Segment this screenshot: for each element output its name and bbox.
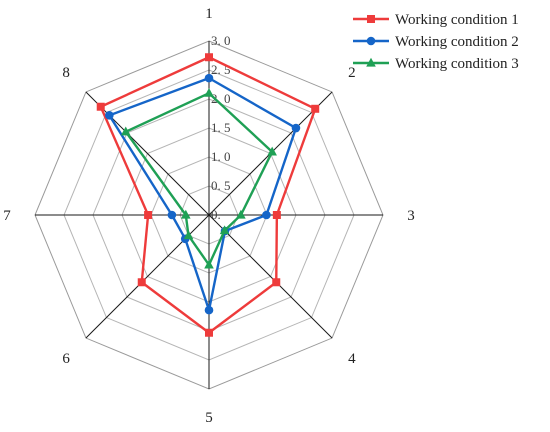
series-line: [108, 76, 298, 312]
data-point: [120, 126, 131, 136]
legend-item: Working condition 1: [353, 12, 519, 28]
data-point: [204, 73, 214, 83]
data-point: [272, 211, 281, 219]
data-point: [205, 53, 213, 62]
radial-tick-label: 2. 0: [211, 91, 231, 106]
data-point: [167, 210, 177, 220]
data-point: [291, 123, 301, 133]
radial-tick-label: 1. 0: [211, 149, 231, 164]
legend-label: Working condition 2: [395, 34, 519, 50]
data-point: [96, 102, 105, 111]
data-point: [219, 225, 230, 235]
data-point: [204, 305, 214, 315]
data-point: [236, 209, 246, 219]
data-point: [183, 230, 194, 240]
data-point: [272, 278, 281, 287]
legend-label: Working condition 3: [395, 56, 519, 72]
radial-tick-label: 0. 5: [211, 178, 231, 193]
data-point: [204, 88, 214, 97]
series-line: [124, 91, 274, 267]
radial-tick-label: 0.: [211, 207, 221, 222]
radial-tick-label: 3. 0: [211, 33, 231, 48]
data-point: [311, 104, 320, 113]
axis-label: 3: [407, 208, 415, 224]
radial-tick-label: 1. 5: [211, 120, 231, 135]
series-1: [96, 53, 320, 337]
data-point: [205, 328, 213, 337]
legend-marker: [366, 57, 376, 67]
data-point: [137, 278, 146, 287]
data-point: [204, 259, 214, 269]
data-point: [267, 146, 277, 156]
series-layer: [96, 53, 320, 337]
axis-label: 1: [205, 6, 213, 22]
legend: Working condition 1 Working condition 2 Wo…: [353, 12, 519, 72]
series-2: [105, 73, 301, 315]
legend-label: Working condition 1: [395, 12, 519, 28]
axis-label: 2: [348, 65, 356, 81]
axis-label: 8: [62, 65, 70, 81]
axis-spoke: [208, 214, 333, 339]
data-point: [144, 211, 153, 219]
legend-marker: [366, 36, 376, 46]
axis-label: 6: [62, 351, 70, 367]
data-point: [262, 210, 271, 220]
legend-item: Working condition 2: [353, 34, 519, 50]
data-point: [105, 111, 114, 120]
legend-item: Working condition 3: [353, 56, 519, 72]
axis-label: 7: [3, 208, 11, 224]
series-3: [120, 88, 277, 269]
axis-label: 4: [348, 351, 356, 367]
data-point: [181, 209, 191, 219]
axis-label: 5: [205, 410, 213, 426]
axis-labels: 1 2 3 4 5 6 7 8: [3, 6, 415, 426]
legend-marker: [367, 15, 375, 23]
